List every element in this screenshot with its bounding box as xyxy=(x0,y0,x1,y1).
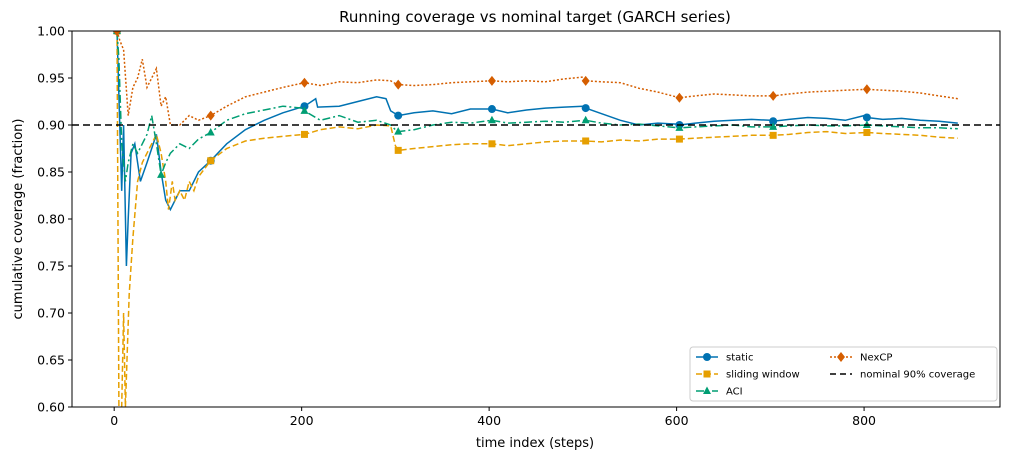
series-point-nexcp xyxy=(487,75,496,86)
legend-marker xyxy=(703,370,711,378)
legend-item: nominal 90% coverage xyxy=(830,370,975,381)
x-axis-label: time index (steps) xyxy=(476,436,594,451)
y-tick-label: 0.60 xyxy=(37,400,65,415)
x-axis: 0 200 400 600 800 xyxy=(110,407,876,428)
series-point-aci xyxy=(206,128,215,136)
x-tick-label: 600 xyxy=(665,413,689,428)
y-tick-label: 1.00 xyxy=(37,24,65,39)
series-line-nexcp xyxy=(116,31,958,126)
series-point-nexcp xyxy=(581,75,590,86)
series-point-static xyxy=(862,113,871,122)
legend: static sliding window ACI NexCP nominal 90% … xyxy=(689,346,998,402)
legend-marker xyxy=(837,352,845,362)
series-line-aci xyxy=(116,31,958,182)
series-point-static xyxy=(394,111,403,120)
series-point-sliding-window xyxy=(207,157,215,165)
legend-marker xyxy=(703,386,711,394)
legend-label: sliding window xyxy=(726,370,800,381)
legend-marker xyxy=(703,353,711,361)
y-tick-label: 0.75 xyxy=(37,259,65,274)
legend-item: static xyxy=(696,353,753,364)
series-point-nexcp xyxy=(769,90,778,101)
series-point-sliding-window xyxy=(863,129,871,137)
series-point-static xyxy=(300,102,309,111)
series-point-sliding-window xyxy=(300,130,308,138)
x-tick-label: 200 xyxy=(290,413,314,428)
x-tick-label: 0 xyxy=(110,413,118,428)
series-point-aci xyxy=(394,127,403,135)
x-tick-label: 800 xyxy=(852,413,876,428)
y-axis: 0.60 0.65 0.70 0.75 0.80 0.85 0.90 0.95 1.00 xyxy=(37,24,72,415)
legend-label: NexCP xyxy=(860,353,892,364)
series-nexcp xyxy=(112,31,958,126)
series-point-nexcp xyxy=(206,110,215,121)
series-aci xyxy=(112,31,958,182)
series-point-nexcp xyxy=(394,79,403,90)
series-point-aci xyxy=(157,170,166,178)
legend-item: ACI xyxy=(696,386,743,398)
series-point-aci xyxy=(769,122,778,130)
series-point-nexcp xyxy=(112,31,121,36)
chart-title: Running coverage vs nominal target (GARC… xyxy=(339,8,731,26)
x-tick-label: 400 xyxy=(477,413,501,428)
y-tick-label: 0.70 xyxy=(37,306,65,321)
y-axis-label: cumulative coverage (fraction) xyxy=(11,119,26,320)
series-point-nexcp xyxy=(675,92,684,103)
legend-label: ACI xyxy=(726,387,743,398)
series-static xyxy=(112,31,958,267)
legend-label: static xyxy=(726,353,753,364)
y-tick-label: 0.95 xyxy=(37,71,65,86)
y-tick-label: 0.85 xyxy=(37,165,65,180)
series-point-aci xyxy=(487,115,496,124)
series-point-sliding-window xyxy=(769,131,777,139)
plot-area xyxy=(71,30,1001,408)
data-layer xyxy=(72,31,1000,407)
series-point-static xyxy=(769,117,778,126)
series-point-static xyxy=(487,105,496,114)
series-point-aci xyxy=(581,115,590,124)
legend-item: sliding window xyxy=(696,370,800,381)
series-point-sliding-window xyxy=(488,140,496,148)
y-tick-label: 0.80 xyxy=(37,212,65,227)
legend-item: NexCP xyxy=(830,352,892,364)
series-point-sliding-window xyxy=(394,146,402,154)
series-point-sliding-window xyxy=(675,135,683,143)
series-line-static xyxy=(116,31,958,267)
series-point-aci xyxy=(300,106,309,114)
series-point-static xyxy=(581,104,590,113)
y-tick-label: 0.90 xyxy=(37,118,65,133)
series-point-aci xyxy=(675,123,684,131)
series-point-nexcp xyxy=(300,77,309,88)
series-point-nexcp xyxy=(862,84,871,95)
series-point-sliding-window xyxy=(582,137,590,145)
legend-label: nominal 90% coverage xyxy=(860,370,975,381)
y-tick-label: 0.65 xyxy=(37,353,65,368)
